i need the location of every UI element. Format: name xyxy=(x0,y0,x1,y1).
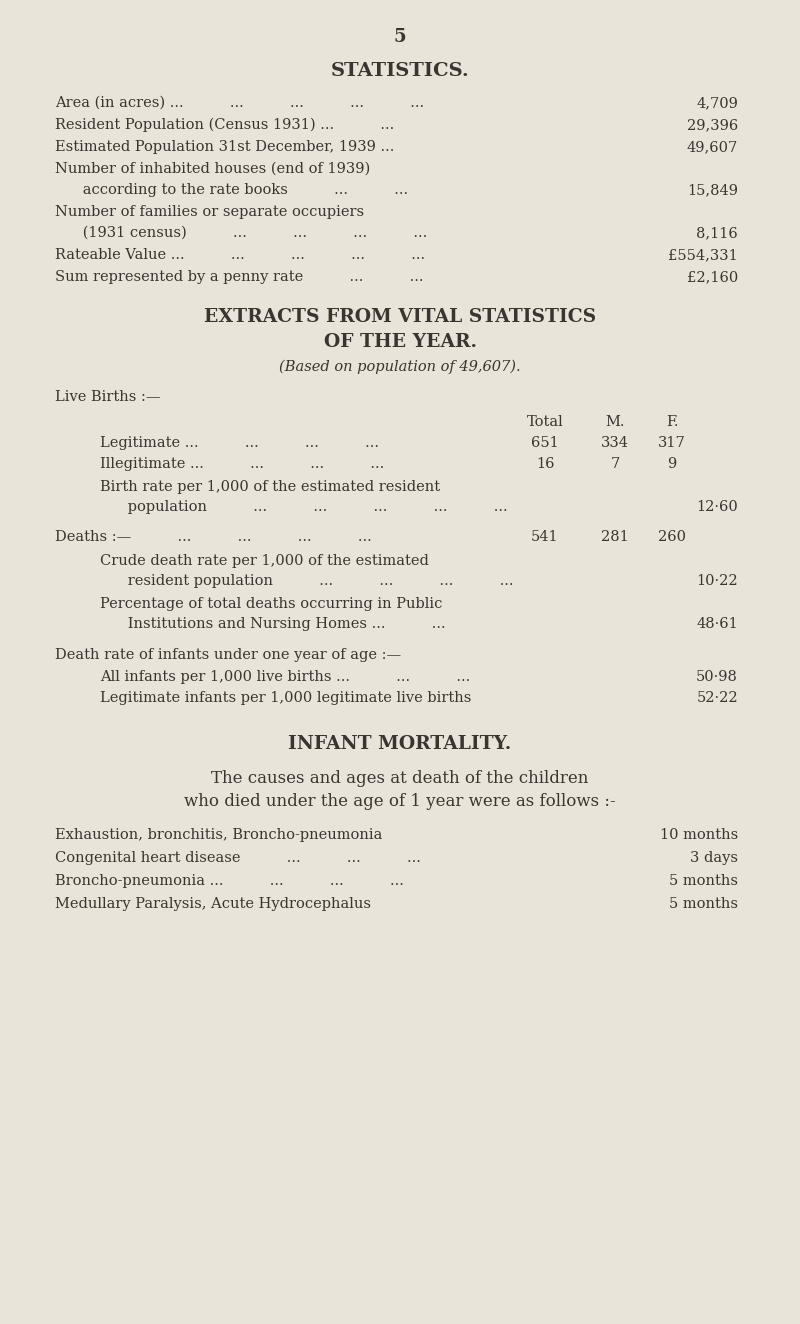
Text: 10 months: 10 months xyxy=(660,828,738,842)
Text: Sum represented by a penny rate          ...          ...: Sum represented by a penny rate ... ... xyxy=(55,270,423,285)
Text: 49,607: 49,607 xyxy=(686,140,738,154)
Text: 5 months: 5 months xyxy=(669,896,738,911)
Text: 3 days: 3 days xyxy=(690,851,738,865)
Text: 15,849: 15,849 xyxy=(687,183,738,197)
Text: Percentage of total deaths occurring in Public: Percentage of total deaths occurring in … xyxy=(100,597,442,610)
Text: Legitimate infants per 1,000 legitimate live births: Legitimate infants per 1,000 legitimate … xyxy=(100,691,471,704)
Text: Broncho-pneumonia ...          ...          ...          ...: Broncho-pneumonia ... ... ... ... xyxy=(55,874,404,888)
Text: 16: 16 xyxy=(536,457,554,471)
Text: 334: 334 xyxy=(601,436,629,450)
Text: 651: 651 xyxy=(531,436,559,450)
Text: Institutions and Nursing Homes ...          ...: Institutions and Nursing Homes ... ... xyxy=(100,617,446,632)
Text: All infants per 1,000 live births ...          ...          ...: All infants per 1,000 live births ... ..… xyxy=(100,670,470,685)
Text: Number of inhabited houses (end of 1939): Number of inhabited houses (end of 1939) xyxy=(55,162,370,176)
Text: Total: Total xyxy=(526,414,563,429)
Text: 48·61: 48·61 xyxy=(696,617,738,632)
Text: The causes and ages at death of the children: The causes and ages at death of the chil… xyxy=(211,771,589,786)
Text: Estimated Population 31st December, 1939 ...: Estimated Population 31st December, 1939… xyxy=(55,140,394,154)
Text: 260: 260 xyxy=(658,530,686,544)
Text: 4,709: 4,709 xyxy=(696,97,738,110)
Text: STATISTICS.: STATISTICS. xyxy=(330,62,470,79)
Text: 317: 317 xyxy=(658,436,686,450)
Text: 5 months: 5 months xyxy=(669,874,738,888)
Text: 7: 7 xyxy=(610,457,620,471)
Text: EXTRACTS FROM VITAL STATISTICS: EXTRACTS FROM VITAL STATISTICS xyxy=(204,308,596,326)
Text: 5: 5 xyxy=(394,28,406,46)
Text: £2,160: £2,160 xyxy=(686,270,738,285)
Text: Resident Population (Census 1931) ...          ...: Resident Population (Census 1931) ... ..… xyxy=(55,118,394,132)
Text: Deaths :—          ...          ...          ...          ...: Deaths :— ... ... ... ... xyxy=(55,530,372,544)
Text: 52·22: 52·22 xyxy=(696,691,738,704)
Text: population          ...          ...          ...          ...          ...: population ... ... ... ... ... xyxy=(100,500,508,514)
Text: Death rate of infants under one year of age :—: Death rate of infants under one year of … xyxy=(55,647,401,662)
Text: 12·60: 12·60 xyxy=(696,500,738,514)
Text: Exhaustion, bronchitis, Broncho-pneumonia: Exhaustion, bronchitis, Broncho-pneumoni… xyxy=(55,828,382,842)
Text: 10·22: 10·22 xyxy=(696,575,738,588)
Text: 9: 9 xyxy=(667,457,677,471)
Text: (Based on population of 49,607).: (Based on population of 49,607). xyxy=(279,360,521,375)
Text: according to the rate books          ...          ...: according to the rate books ... ... xyxy=(55,183,408,197)
Text: Legitimate ...          ...          ...          ...: Legitimate ... ... ... ... xyxy=(100,436,379,450)
Text: 50·98: 50·98 xyxy=(696,670,738,685)
Text: Crude death rate per 1,000 of the estimated: Crude death rate per 1,000 of the estima… xyxy=(100,553,429,568)
Text: Number of families or separate occupiers: Number of families or separate occupiers xyxy=(55,205,364,218)
Text: 281: 281 xyxy=(601,530,629,544)
Text: F.: F. xyxy=(666,414,678,429)
Text: Illegitimate ...          ...          ...          ...: Illegitimate ... ... ... ... xyxy=(100,457,384,471)
Text: Rateable Value ...          ...          ...          ...          ...: Rateable Value ... ... ... ... ... xyxy=(55,248,425,262)
Text: 541: 541 xyxy=(531,530,559,544)
Text: Medullary Paralysis, Acute Hydrocephalus: Medullary Paralysis, Acute Hydrocephalus xyxy=(55,896,371,911)
Text: M.: M. xyxy=(606,414,625,429)
Text: resident population          ...          ...          ...          ...: resident population ... ... ... ... xyxy=(100,575,514,588)
Text: Area (in acres) ...          ...          ...          ...          ...: Area (in acres) ... ... ... ... ... xyxy=(55,97,424,110)
Text: OF THE YEAR.: OF THE YEAR. xyxy=(323,334,477,351)
Text: INFANT MORTALITY.: INFANT MORTALITY. xyxy=(288,735,512,753)
Text: who died under the age of 1 year were as follows :-: who died under the age of 1 year were as… xyxy=(184,793,616,810)
Text: Birth rate per 1,000 of the estimated resident: Birth rate per 1,000 of the estimated re… xyxy=(100,481,440,494)
Text: 29,396: 29,396 xyxy=(686,118,738,132)
Text: (1931 census)          ...          ...          ...          ...: (1931 census) ... ... ... ... xyxy=(55,226,427,240)
Text: £554,331: £554,331 xyxy=(668,248,738,262)
Text: 8,116: 8,116 xyxy=(696,226,738,240)
Text: Congenital heart disease          ...          ...          ...: Congenital heart disease ... ... ... xyxy=(55,851,421,865)
Text: Live Births :—: Live Births :— xyxy=(55,391,161,404)
